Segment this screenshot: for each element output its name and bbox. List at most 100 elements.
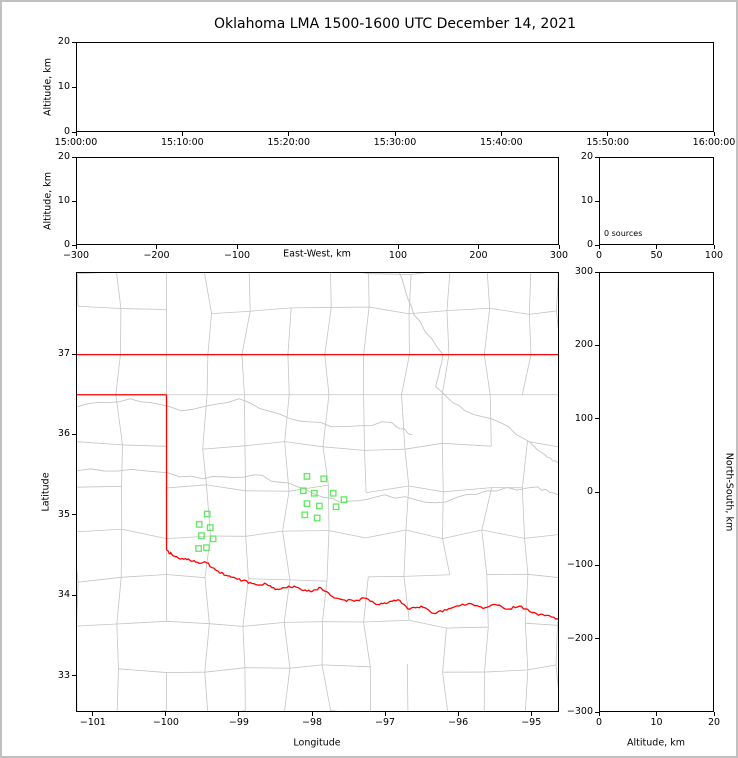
lma-source-point <box>315 502 323 510</box>
x-tick-mark <box>75 245 77 249</box>
x-tick-mark <box>598 712 600 716</box>
y-tick-label: 37 <box>57 348 70 360</box>
x-tick-label: −96 <box>448 717 469 728</box>
y-tick-mark <box>595 244 599 246</box>
ew-height-xlabel: East-West, km <box>283 248 351 260</box>
lma-source-point <box>195 521 203 528</box>
x-tick-label: −101 <box>79 717 106 728</box>
x-tick-label: 10 <box>650 717 663 728</box>
x-tick-mark <box>384 712 386 716</box>
y-tick-label: 36 <box>57 428 70 440</box>
lma-source-point <box>195 545 202 552</box>
y-tick-label: 35 <box>57 508 70 520</box>
lma-source-point <box>320 475 328 483</box>
x-tick-label: 50 <box>650 250 663 261</box>
x-tick-mark <box>457 712 459 716</box>
x-tick-mark <box>713 712 715 716</box>
x-tick-mark <box>656 712 657 716</box>
county-lines <box>77 273 558 711</box>
x-tick-label: 16:00:00 <box>692 137 736 148</box>
x-tick-mark <box>394 132 396 136</box>
y-tick-mark <box>72 41 76 43</box>
lma-source-point <box>310 489 318 497</box>
map-ylabel: Latitude <box>40 472 52 512</box>
lma-source-point <box>198 532 205 540</box>
y-tick-mark <box>72 675 76 677</box>
panel-source-histogram: 0 sources <box>599 157 714 245</box>
lma-source-point <box>206 524 214 531</box>
y-tick-label: 33 <box>57 669 70 681</box>
x-tick-label: 15:20:00 <box>267 137 310 148</box>
x-tick-mark <box>558 245 560 249</box>
x-tick-label: −99 <box>228 717 249 728</box>
y-tick-label: −200 <box>566 632 593 644</box>
y-tick-label: 20 <box>57 151 70 162</box>
x-tick-label: −97 <box>375 717 396 728</box>
y-tick-label: 0 <box>586 486 593 497</box>
x-tick-label: 100 <box>388 250 408 261</box>
y-tick-label: 0 <box>63 239 70 250</box>
source-count-annotation: 0 sources <box>604 229 643 238</box>
y-tick-mark <box>72 594 76 596</box>
x-tick-label: 15:40:00 <box>479 137 523 148</box>
red-river <box>166 549 558 620</box>
y-tick-mark <box>595 200 599 202</box>
y-tick-label: 34 <box>57 589 70 601</box>
x-tick-label: 15:50:00 <box>586 137 629 148</box>
lma-source-point <box>332 503 340 511</box>
lma-source-point <box>313 514 321 522</box>
panel-time-height <box>76 42 714 132</box>
ns-height-ylabel: North-South, km <box>723 452 735 532</box>
y-tick-label: 200 <box>574 339 593 351</box>
x-tick-label: 0 <box>595 250 603 261</box>
y-tick-label: 20 <box>580 151 593 162</box>
lma-source-point <box>329 489 337 497</box>
lma-source-point <box>303 500 311 507</box>
y-tick-mark <box>72 86 76 88</box>
x-tick-label: 100 <box>704 250 724 261</box>
lma-source-point <box>303 473 311 480</box>
y-tick-label: 0 <box>63 126 70 137</box>
y-tick-label: 10 <box>57 195 70 206</box>
lma-source-point <box>340 496 348 503</box>
y-tick-label: 10 <box>57 81 70 92</box>
y-tick-mark <box>72 353 76 355</box>
y-tick-label: 10 <box>580 195 593 206</box>
y-tick-mark <box>72 514 76 516</box>
x-tick-mark <box>500 132 502 136</box>
figure-title: Oklahoma LMA 1500-1600 UTC December 14, … <box>214 16 576 32</box>
x-tick-mark <box>181 132 183 136</box>
x-tick-label: 15:30:00 <box>373 137 417 148</box>
x-tick-mark <box>397 245 399 249</box>
x-tick-mark <box>607 132 609 136</box>
x-tick-mark <box>311 712 313 716</box>
lma-source-point <box>299 487 307 495</box>
x-tick-label: −98 <box>301 717 323 728</box>
map-canvas <box>77 273 558 711</box>
x-tick-label: 300 <box>549 250 569 261</box>
x-tick-mark <box>236 245 238 249</box>
x-tick-mark <box>75 132 77 136</box>
panel-ew-height <box>76 157 559 245</box>
x-tick-label: 15:10:00 <box>160 137 204 148</box>
lma-sources <box>195 473 348 552</box>
ns-height-xlabel: Altitude, km <box>627 737 685 749</box>
lma-source-point <box>209 535 217 543</box>
y-tick-mark <box>595 491 599 493</box>
y-tick-label: 300 <box>574 266 593 277</box>
x-tick-mark <box>656 245 657 249</box>
x-tick-label: −100 <box>152 717 179 728</box>
x-tick-label: −100 <box>223 250 251 261</box>
y-tick-label: 20 <box>57 36 70 47</box>
x-tick-mark <box>713 245 715 249</box>
y-tick-mark <box>72 433 76 435</box>
y-tick-mark <box>595 418 599 420</box>
y-tick-mark <box>595 711 599 713</box>
y-tick-mark <box>595 638 599 640</box>
x-tick-mark <box>238 712 240 716</box>
x-tick-mark <box>598 245 600 249</box>
y-tick-mark <box>72 156 76 158</box>
x-tick-label: 15:00:00 <box>54 137 98 148</box>
y-tick-mark <box>595 564 599 566</box>
